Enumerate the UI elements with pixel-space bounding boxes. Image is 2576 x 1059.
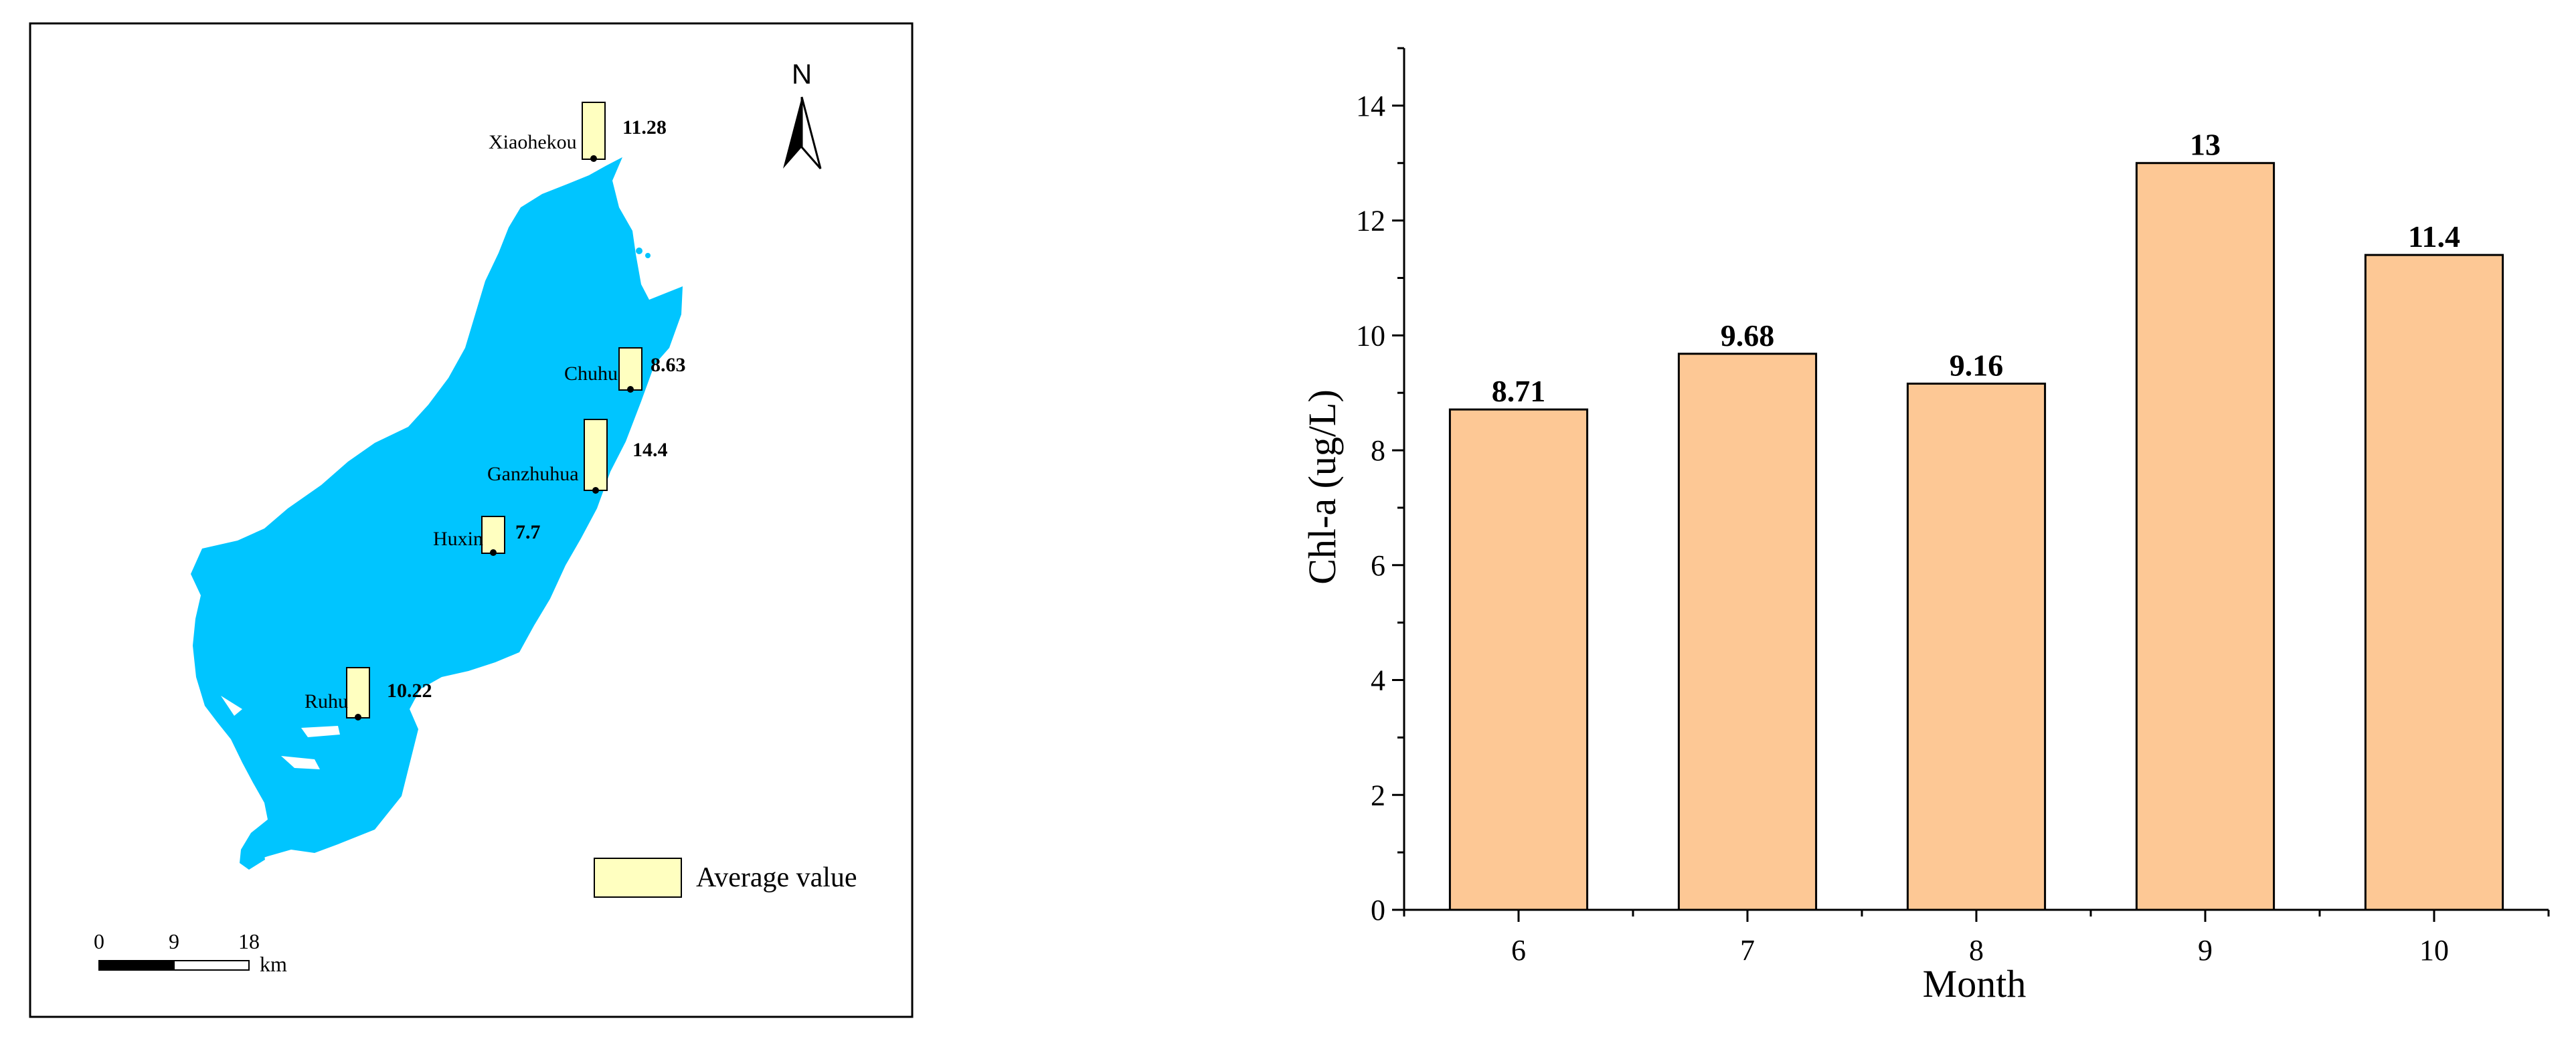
station-value-bar xyxy=(584,419,608,491)
legend-label: Average value xyxy=(696,862,857,893)
y-tick-label: 10 xyxy=(1356,319,1385,352)
station-point xyxy=(592,487,599,494)
bar-value-label: 9.16 xyxy=(1950,348,2004,382)
x-axis-label: Month xyxy=(1923,962,2027,1005)
station-value-bar xyxy=(346,667,370,718)
north-arrow-icon: N xyxy=(783,58,822,169)
map-legend: Average value xyxy=(594,858,857,898)
bar xyxy=(1677,353,1818,911)
y-tick-label: 14 xyxy=(1356,90,1385,122)
lake xyxy=(191,157,683,870)
station-value-bar xyxy=(582,102,606,160)
bar xyxy=(2364,254,2504,911)
y-tick-label: 6 xyxy=(1371,549,1385,582)
station-name: Huxin xyxy=(433,528,483,550)
station-point xyxy=(355,714,361,720)
y-tick-label: 8 xyxy=(1371,434,1385,467)
map-panel: Xiaohekou 11.28 Chuhu 8.63 Ganzhuhua 14.4 Huxi… xyxy=(29,22,914,1018)
x-tick-label: 10 xyxy=(2419,934,2449,967)
bar-value-label: 9.68 xyxy=(1721,318,1775,353)
station-value: 8.63 xyxy=(651,354,686,376)
legend-swatch xyxy=(594,858,682,898)
lake-islet-3 xyxy=(221,696,242,716)
lake-islet-1 xyxy=(281,756,320,769)
islet-dot-1 xyxy=(628,257,636,265)
station-value: 14.4 xyxy=(632,439,668,461)
y-tick-label: 0 xyxy=(1371,894,1385,927)
scale-bar: 0 9 18 km xyxy=(94,929,287,976)
x-tick-label: 7 xyxy=(1740,934,1755,967)
station-value: 10.22 xyxy=(387,680,432,702)
station-ganzhuhua: Ganzhuhua 14.4 xyxy=(487,419,668,494)
y-axis-ticks: 0 2 4 6 8 10 12 14 xyxy=(1356,47,1404,927)
north-arrow-left-half xyxy=(783,97,802,169)
chart-panel: 0 2 4 6 8 10 12 14 6 7 8 9 10 8.71 9.68 9.16 13 11.4 Ch… xyxy=(1300,47,2550,1005)
x-tick-label: 9 xyxy=(2198,934,2213,967)
station-name: Ruhu xyxy=(305,690,348,712)
station-value-bar xyxy=(481,516,505,554)
x-tick-label: 8 xyxy=(1969,934,1984,967)
bars-layer: 8.71 9.68 9.16 13 11.4 xyxy=(1448,128,2504,911)
y-axis-label: Chl-a (ug/L) xyxy=(1300,389,1344,585)
y-tick-label: 4 xyxy=(1371,664,1385,697)
islet-dot-2 xyxy=(636,248,642,254)
scale-tick-0: 0 xyxy=(94,929,104,953)
y-tick-label: 2 xyxy=(1371,779,1385,811)
station-ruhu: Ruhu 10.22 xyxy=(305,667,432,720)
station-point xyxy=(590,155,597,162)
station-value: 7.7 xyxy=(515,521,541,543)
lake-body xyxy=(191,157,683,863)
station-value-bar xyxy=(618,347,642,391)
scale-unit: km xyxy=(260,952,287,976)
scale-bar-light-segment xyxy=(173,960,250,971)
scale-tick-18: 18 xyxy=(238,929,260,953)
station-name: Xiaohekou xyxy=(489,131,577,153)
station-value: 11.28 xyxy=(622,116,667,138)
scale-tick-9: 9 xyxy=(169,929,179,953)
islet-dot-3 xyxy=(645,253,651,258)
bar xyxy=(1448,408,1589,911)
bar-value-label: 8.71 xyxy=(1492,374,1546,408)
north-arrow-right-half xyxy=(800,96,822,169)
x-axis-ticks: 6 7 8 9 10 xyxy=(1403,910,2550,967)
stations-layer: Xiaohekou 11.28 Chuhu 8.63 Ganzhuhua 14.4 Huxi… xyxy=(305,102,686,720)
north-label: N xyxy=(792,58,812,90)
station-huxin: Huxin 7.7 xyxy=(433,516,541,556)
station-chuhu: Chuhu 8.63 xyxy=(564,347,686,393)
station-name: Chuhu xyxy=(564,363,618,385)
lake-islet-2 xyxy=(301,726,340,737)
y-tick-label: 12 xyxy=(1356,205,1385,237)
bar-value-label: 11.4 xyxy=(2408,219,2460,254)
station-name: Ganzhuhua xyxy=(487,463,579,485)
bar xyxy=(2135,162,2276,911)
station-xiaohekou: Xiaohekou 11.28 xyxy=(489,102,667,162)
bar xyxy=(1906,382,2047,911)
x-tick-label: 6 xyxy=(1511,934,1526,967)
station-point xyxy=(627,386,634,393)
scale-bar-dark-segment xyxy=(98,960,175,971)
station-point xyxy=(490,549,497,556)
lake-inlet xyxy=(240,844,265,870)
bar-value-label: 13 xyxy=(2190,128,2221,162)
